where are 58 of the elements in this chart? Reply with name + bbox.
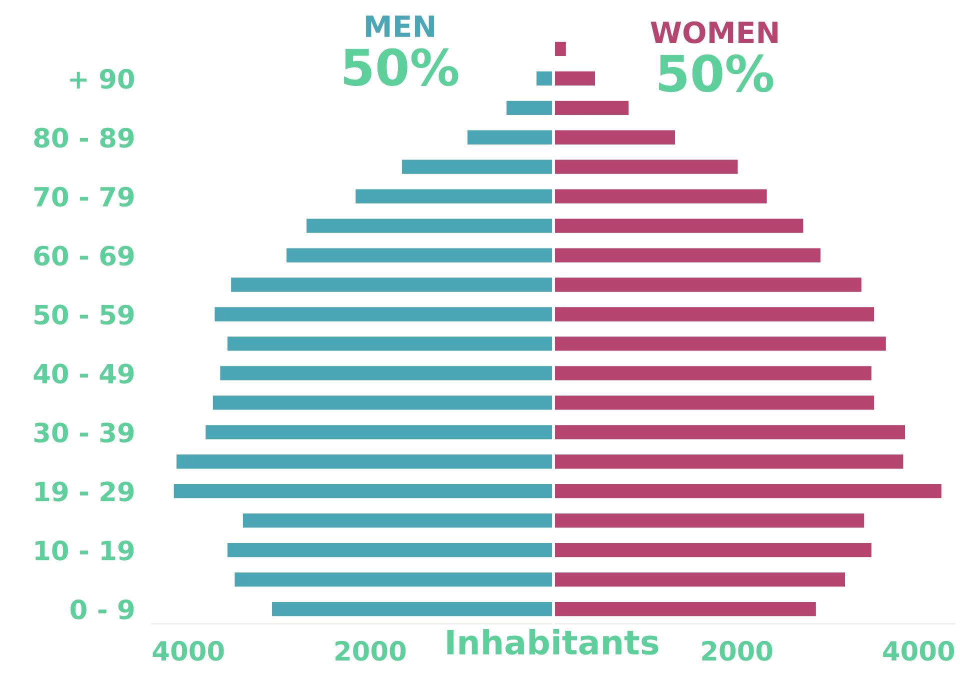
bar (555, 218, 804, 233)
x-axis-title: Inhabitants (447, 628, 658, 655)
bar (227, 542, 552, 558)
bar (272, 602, 552, 616)
x-tick-label: 2000 (336, 640, 406, 661)
bar (555, 336, 886, 351)
y-tick-label: 30 - 39 (34, 422, 134, 443)
bar (220, 366, 552, 380)
bar (555, 307, 874, 322)
y-tick-label: 50 - 59 (34, 304, 134, 325)
bar (286, 248, 552, 262)
y-tick-label: 19 - 29 (36, 482, 134, 502)
bar (174, 484, 552, 498)
bar (555, 100, 629, 115)
y-tick-label: 40 - 49 (34, 364, 134, 384)
y-tick-label: 60 - 69 (34, 246, 134, 266)
x-tick-label: 2000 (702, 640, 772, 661)
bar (555, 248, 820, 262)
bar (231, 278, 552, 292)
y-tick-label: + 90 (70, 68, 134, 89)
x-tick-label: 4000 (152, 640, 224, 661)
bar (402, 160, 552, 174)
bar (555, 278, 862, 292)
bar (536, 71, 552, 86)
bar (555, 42, 566, 56)
bar (555, 189, 767, 204)
x-tick-label: 4000 (883, 640, 954, 661)
bar (356, 189, 552, 204)
annotation: 50% (659, 54, 774, 92)
bar (555, 602, 816, 616)
bar (555, 572, 845, 587)
bar (306, 218, 552, 233)
bar (555, 130, 675, 144)
bar (555, 160, 738, 174)
y-tick-label: 80 - 89 (34, 128, 134, 148)
bar (234, 572, 552, 587)
bar (506, 100, 552, 115)
y-tick-label: 0 - 9 (70, 599, 134, 620)
bar (176, 454, 552, 469)
bar (206, 425, 552, 440)
bar (555, 425, 905, 440)
bar (227, 336, 552, 351)
bar (212, 396, 552, 410)
bar (467, 130, 552, 144)
bar (555, 484, 942, 498)
bar (242, 514, 552, 528)
y-tick-label: 10 - 19 (36, 540, 134, 560)
text: WOMEN (650, 21, 778, 44)
bar (555, 71, 595, 86)
bar (555, 514, 864, 528)
bar (555, 454, 904, 469)
text: MEN (366, 16, 434, 37)
bar (214, 307, 552, 322)
y-tick-label: 70 - 79 (34, 186, 134, 207)
bar (555, 542, 872, 558)
bar (555, 366, 872, 380)
annotation: 50% (344, 48, 458, 86)
bar (555, 396, 874, 410)
